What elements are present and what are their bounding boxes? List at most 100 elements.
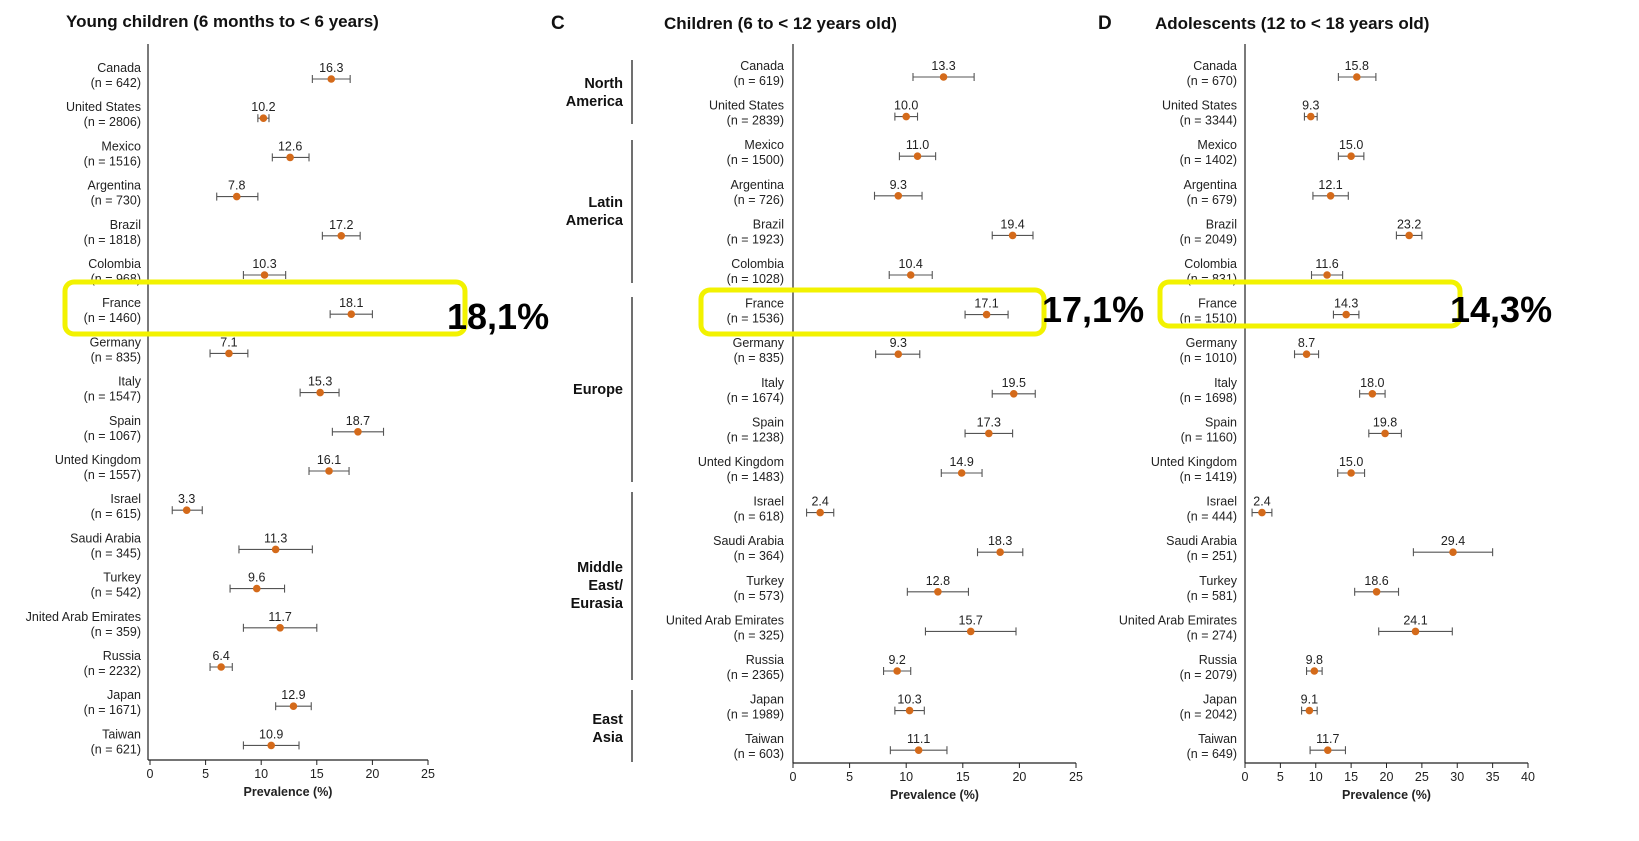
- country-label: France: [102, 296, 141, 310]
- data-point: [982, 310, 991, 319]
- sample-size-label: (n = 1460): [84, 311, 141, 325]
- data-row: United Arab Emirates(n = 325) 15.7: [666, 613, 1017, 642]
- x-tick-label: 10: [254, 767, 268, 781]
- value-label: 9.1: [1301, 693, 1318, 707]
- data-row: Saudi Arabia(n = 345) 11.3: [70, 531, 313, 560]
- data-row: Spain(n = 1238) 17.3: [727, 415, 1014, 444]
- data-row: Israel(n = 618) 2.4: [734, 495, 835, 524]
- data-point: [259, 114, 268, 122]
- country-label: United States: [1162, 99, 1237, 113]
- data-point: [1302, 350, 1311, 359]
- data-row: France(n = 1460) 18.1: [84, 296, 373, 325]
- x-tick-label: 35: [1486, 770, 1500, 784]
- country-label: Turkey: [103, 571, 141, 585]
- sample-size-label: (n = 359): [91, 625, 141, 639]
- value-label: 9.6: [248, 571, 265, 585]
- sample-size-label: (n = 2232): [84, 664, 141, 678]
- x-tick-label: 20: [1380, 770, 1394, 784]
- data-point: [906, 271, 915, 279]
- data-row: Colombia(n = 1028) 10.4: [727, 257, 933, 286]
- sample-size-label: (n = 2839): [727, 114, 784, 128]
- data-row: Japan(n = 1671) 12.9: [84, 688, 312, 717]
- value-label: 15.7: [959, 613, 983, 627]
- data-point: [957, 469, 966, 477]
- data-point: [1008, 231, 1017, 240]
- value-label: 18.0: [1360, 376, 1384, 390]
- value-label: 9.3: [1302, 99, 1319, 113]
- value-label: 6.4: [212, 649, 229, 663]
- sample-size-label: (n = 1557): [84, 468, 141, 482]
- data-row: Saudi Arabia(n = 364) 18.3: [713, 534, 1024, 563]
- region-label: East/: [588, 578, 623, 594]
- data-point: [1323, 746, 1332, 754]
- data-row: Germany(n = 1010) 8.7: [1180, 336, 1320, 365]
- sample-size-label: (n = 1510): [1180, 312, 1237, 326]
- data-row: France(n = 1536) 17.1: [727, 297, 1009, 326]
- value-label: 15.3: [308, 375, 332, 389]
- data-point: [260, 271, 269, 279]
- data-row: Italy(n = 1698) 18.0: [1180, 376, 1386, 405]
- data-row: Israel(n = 444) 2.4: [1187, 495, 1273, 524]
- sample-size-label: (n = 1238): [727, 430, 784, 444]
- data-point: [934, 588, 942, 596]
- data-point: [893, 667, 901, 675]
- value-label: 2.4: [1253, 495, 1270, 509]
- data-row: Argentina(n = 730) 7.8: [87, 179, 259, 208]
- country-label: Unted Kingdom: [55, 453, 141, 467]
- highlight-box: [62, 279, 468, 337]
- country-label: Turkey: [1199, 574, 1237, 588]
- sample-size-label: (n = 573): [734, 589, 784, 603]
- sample-size-label: (n = 251): [1187, 549, 1237, 563]
- data-point: [354, 428, 362, 436]
- x-axis-title: Prevalence (%): [1342, 788, 1431, 802]
- country-label: France: [745, 297, 784, 311]
- value-label: 14.3: [1334, 297, 1358, 311]
- sample-size-label: (n = 618): [734, 510, 784, 524]
- country-label: Saudi Arabia: [70, 531, 141, 545]
- x-tick-label: 0: [790, 770, 797, 784]
- data-row: United States(n = 2806) 10.2: [66, 100, 276, 129]
- value-label: 3.3: [178, 492, 195, 506]
- country-label: Spain: [752, 415, 784, 429]
- data-row: Unted Kingdom(n = 1483) 14.9: [698, 455, 983, 484]
- x-tick-label: 25: [1415, 770, 1429, 784]
- data-row: Russia(n = 2232) 6.4: [84, 649, 233, 678]
- country-label: United States: [709, 99, 784, 113]
- panel-title: Adolescents (12 to < 18 years old): [1155, 14, 1429, 33]
- value-label: 12.6: [278, 139, 302, 153]
- panel-letter: C: [551, 13, 565, 34]
- x-tick-label: 25: [1069, 770, 1083, 784]
- value-label: 12.1: [1318, 178, 1342, 192]
- country-label: Taiwan: [745, 732, 784, 746]
- country-label: Saudi Arabia: [1166, 534, 1237, 548]
- data-row: Germany(n = 835) 7.1: [90, 335, 249, 364]
- country-label: France: [1198, 297, 1237, 311]
- x-tick-label: 15: [956, 770, 970, 784]
- x-tick-label: 5: [1277, 770, 1284, 784]
- data-row: Argentina(n = 726) 9.3: [730, 178, 923, 207]
- data-point: [1258, 508, 1266, 517]
- value-label: 7.8: [228, 179, 245, 193]
- value-label: 24.1: [1403, 613, 1427, 627]
- value-label: 8.7: [1298, 336, 1315, 350]
- data-row: Taiwan(n = 621) 10.9: [91, 727, 300, 756]
- sample-size-label: (n = 3344): [1180, 114, 1237, 128]
- data-point: [996, 548, 1004, 556]
- data-row: United States(n = 2839) 10.0: [709, 99, 918, 128]
- data-row: Japan(n = 2042) 9.1: [1180, 693, 1318, 722]
- panel-letter: D: [1098, 13, 1112, 34]
- sample-size-label: (n = 1547): [84, 390, 141, 404]
- panel-title: Children (6 to < 12 years old): [664, 14, 897, 33]
- country-label: Israel: [1206, 495, 1237, 509]
- data-point: [985, 429, 993, 438]
- country-label: Mexico: [744, 138, 784, 152]
- x-axis-title: Prevalence (%): [890, 788, 979, 802]
- sample-size-label: (n = 345): [91, 546, 141, 560]
- sample-size-label: (n = 325): [734, 628, 784, 642]
- country-label: Israel: [110, 492, 141, 506]
- highlight-box: [698, 287, 1047, 337]
- data-row: Unted Kingdom(n = 1557) 16.1: [55, 453, 350, 482]
- value-label: 18.7: [346, 414, 370, 428]
- country-label: United Arab Emirates: [666, 613, 784, 627]
- country-label: Mexico: [101, 139, 141, 153]
